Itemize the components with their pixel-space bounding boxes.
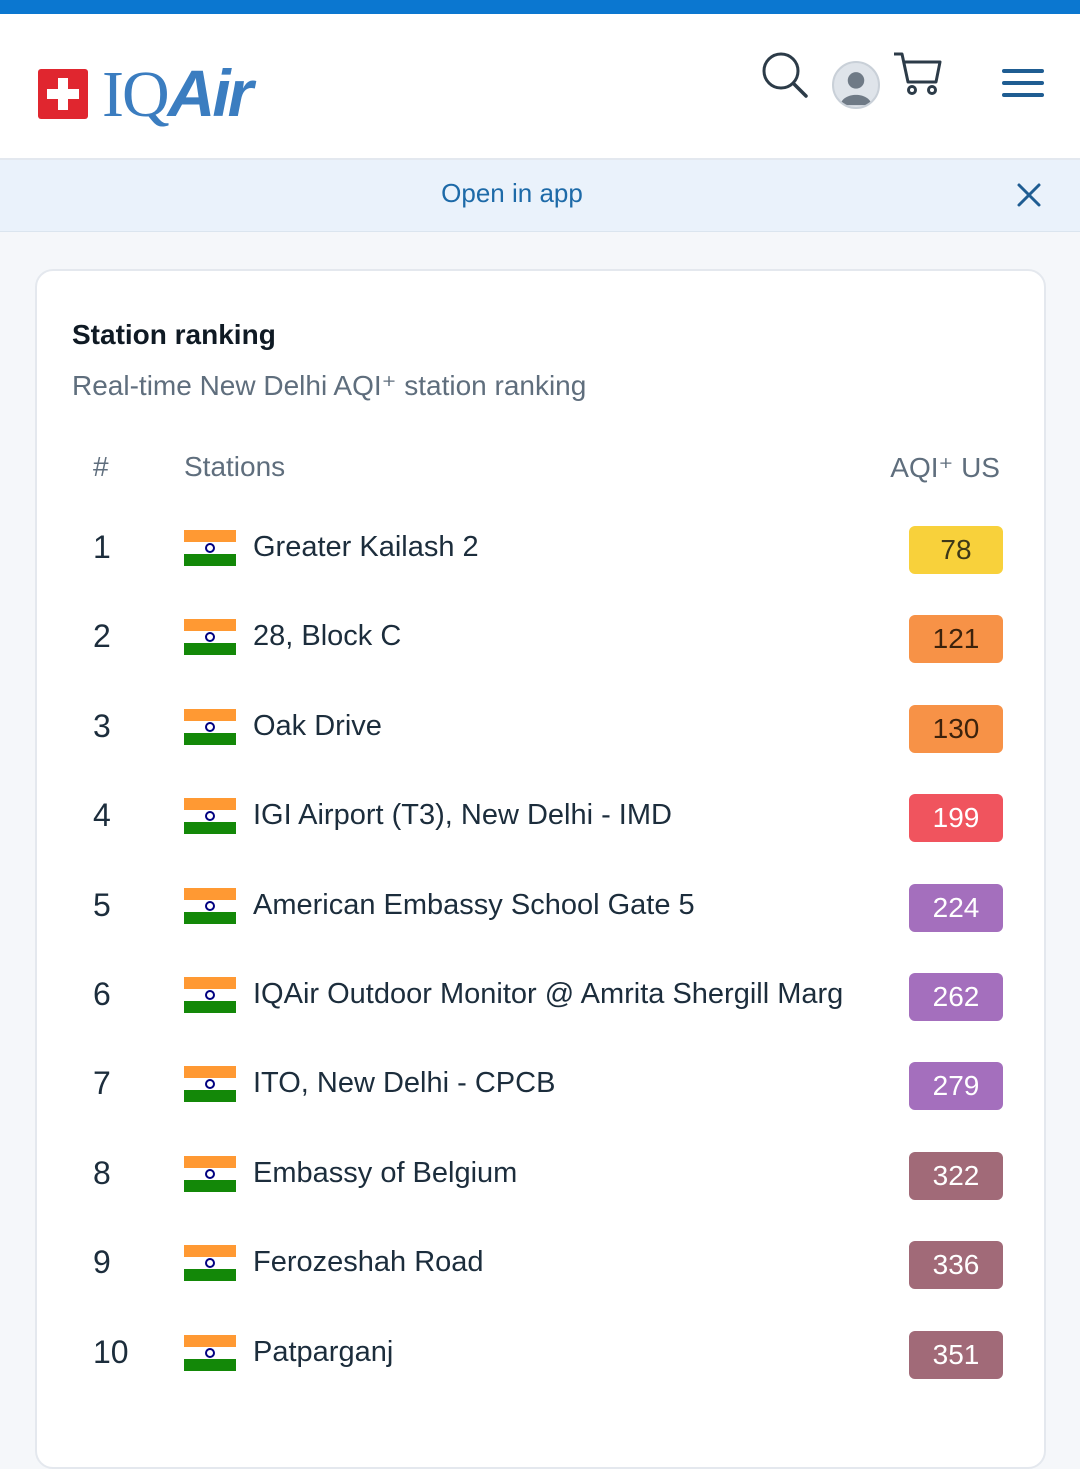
aqi-badge: 130 [909, 704, 1003, 753]
aqi-badge: 336 [909, 1241, 1003, 1290]
india-flag-icon [184, 1066, 236, 1103]
table-row[interactable]: 8 Embassy of Belgium 322 [37, 1133, 1048, 1222]
station-name[interactable]: Greater Kailash 2 [253, 531, 479, 563]
logo-wordmark: IQAir [102, 56, 253, 131]
station-name[interactable]: ITO, New Delhi - CPCB [253, 1067, 556, 1100]
cart-icon[interactable] [890, 44, 946, 100]
india-flag-icon [184, 977, 236, 1013]
swiss-cross-icon [38, 69, 88, 119]
table-row[interactable]: 3 Oak Drive 130 [37, 686, 1048, 775]
station-name[interactable]: Embassy of Belgium [253, 1156, 518, 1189]
aqi-badge: 199 [909, 794, 1003, 843]
table-row[interactable]: 10 Patparganj 351 [37, 1312, 1048, 1401]
india-flag-icon [184, 708, 236, 745]
table-row[interactable]: 9 Ferozeshah Road 336 [37, 1222, 1048, 1311]
india-flag-icon [184, 1155, 236, 1192]
close-icon[interactable] [1010, 176, 1048, 214]
rank-number: 6 [93, 976, 111, 1012]
table-row[interactable]: 2 28, Block C 121 [37, 596, 1048, 685]
station-name[interactable]: IGI Airport (T3), New Delhi - IMD [253, 799, 672, 832]
menu-icon[interactable] [996, 60, 1050, 106]
table-row[interactable]: 4 IGI Airport (T3), New Delhi - IMD 199 [37, 775, 1048, 864]
station-name[interactable]: IQAir Outdoor Monitor @ Amrita Shergill … [253, 978, 844, 1010]
station-ranking-card: Station ranking Real-time New Delhi AQI⁺… [35, 269, 1046, 1469]
open-in-app-banner: Open in app [0, 160, 1080, 232]
table-row[interactable]: 1 Greater Kailash 2 78 [37, 507, 1048, 596]
avatar[interactable] [832, 61, 880, 109]
rank-number: 2 [93, 618, 111, 655]
aqi-badge: 262 [909, 973, 1003, 1021]
aqi-badge: 121 [909, 615, 1003, 664]
open-in-app-link[interactable]: Open in app [441, 178, 583, 208]
top-accent-strip [0, 0, 1080, 14]
rank-number: 1 [93, 529, 111, 565]
table-row[interactable]: 7 ITO, New Delhi - CPCB 279 [37, 1043, 1048, 1132]
table-row[interactable]: 6 IQAir Outdoor Monitor @ Amrita Shergill… [37, 954, 1048, 1043]
india-flag-icon [184, 619, 236, 656]
india-flag-icon [184, 530, 236, 566]
card-title: Station ranking [72, 319, 276, 350]
rank-number: 8 [93, 1154, 111, 1191]
station-name[interactable]: Ferozeshah Road [253, 1246, 484, 1279]
india-flag-icon [184, 798, 236, 835]
india-flag-icon [184, 1245, 236, 1282]
rank-number: 7 [93, 1065, 111, 1102]
rank-number: 10 [93, 1333, 129, 1370]
search-icon[interactable] [758, 48, 814, 104]
aqi-badge: 322 [909, 1151, 1003, 1200]
station-name[interactable]: American Embassy School Gate 5 [253, 888, 695, 921]
card-subtitle: Real-time New Delhi AQI⁺ station ranking [72, 370, 587, 401]
station-name[interactable]: 28, Block C [253, 620, 402, 653]
rank-number: 9 [93, 1244, 111, 1281]
iqair-logo[interactable]: IQAir [38, 54, 253, 134]
aqi-badge: 78 [909, 526, 1003, 574]
column-header-stations: Stations [184, 451, 286, 482]
aqi-badge: 351 [909, 1330, 1003, 1379]
rank-number: 3 [93, 707, 111, 744]
india-flag-icon [184, 887, 236, 924]
site-header: IQAir [0, 14, 1080, 160]
aqi-badge: 224 [909, 883, 1003, 932]
station-name[interactable]: Oak Drive [253, 709, 382, 742]
rank-number: 5 [93, 886, 111, 923]
station-name[interactable]: Patparganj [253, 1335, 394, 1368]
rank-number: 4 [93, 797, 111, 834]
column-header-rank: # [93, 451, 109, 482]
aqi-badge: 279 [909, 1062, 1003, 1111]
india-flag-icon [184, 1334, 236, 1371]
table-row[interactable]: 5 American Embassy School Gate 5 224 [37, 865, 1048, 954]
column-header-aqi: AQI⁺ US [890, 452, 1000, 483]
